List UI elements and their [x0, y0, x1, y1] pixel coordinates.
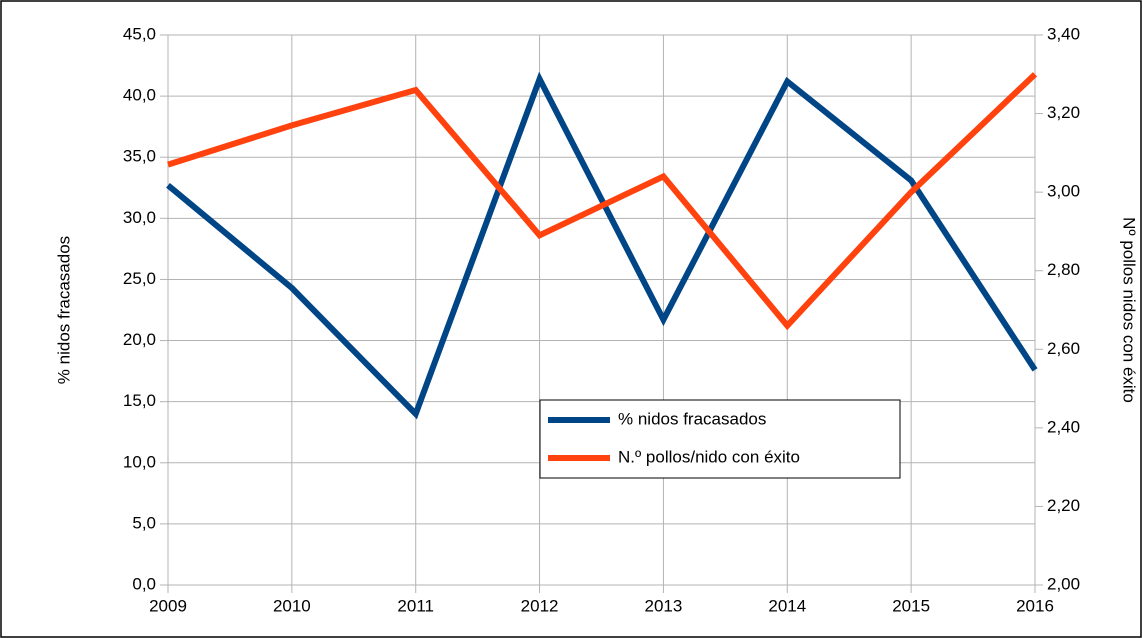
y2-tick-label: 2,00	[1047, 574, 1080, 593]
x-tick-label: 2012	[521, 596, 559, 615]
x-tick-label: 2011	[397, 596, 434, 615]
y-tick-label: 15,0	[123, 391, 156, 410]
x-tick-label: 2015	[892, 596, 930, 615]
x-tick-label: 2014	[768, 596, 806, 615]
x-tick-label: 2016	[1016, 596, 1054, 615]
y2-tick-label: 3,40	[1047, 24, 1080, 43]
series-line	[166, 71, 1038, 420]
series-line	[167, 72, 1038, 331]
y2-tick-label: 2,80	[1047, 260, 1080, 279]
y2-tick-label: 2,20	[1047, 496, 1080, 515]
legend-label: % nidos fracasados	[618, 409, 766, 428]
y2-tick-label: 3,20	[1047, 103, 1080, 122]
legend-label: N.º pollos/nido con éxito	[618, 447, 800, 466]
legend-box	[539, 399, 901, 479]
x-tick-label: 2010	[273, 596, 311, 615]
y2-tick-label: 3,00	[1047, 182, 1080, 201]
y-tick-label: 5,0	[132, 513, 156, 532]
y-tick-label: 35,0	[123, 147, 156, 166]
y2-axis-label: Nº pollos nidos con éxito	[1120, 217, 1139, 403]
y-tick-label: 0,0	[132, 574, 156, 593]
y-tick-label: 25,0	[123, 269, 156, 288]
x-tick-label: 2013	[645, 596, 683, 615]
y-tick-label: 45,0	[123, 24, 156, 43]
y-tick-label: 10,0	[123, 452, 156, 471]
y2-tick-label: 2,40	[1047, 417, 1080, 436]
y-tick-label: 30,0	[123, 208, 156, 227]
y2-tick-label: 2,60	[1047, 339, 1080, 358]
y-axis-label: % nidos fracasados	[54, 236, 73, 384]
y-tick-label: 40,0	[123, 86, 156, 105]
x-tick-label: 2009	[149, 596, 187, 615]
y-tick-label: 20,0	[123, 330, 156, 349]
